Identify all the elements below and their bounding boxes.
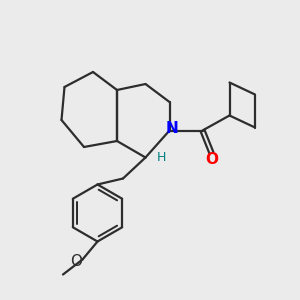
Text: O: O bbox=[205, 152, 218, 166]
Text: N: N bbox=[166, 121, 178, 136]
Text: O: O bbox=[70, 254, 83, 268]
Text: H: H bbox=[156, 151, 166, 164]
